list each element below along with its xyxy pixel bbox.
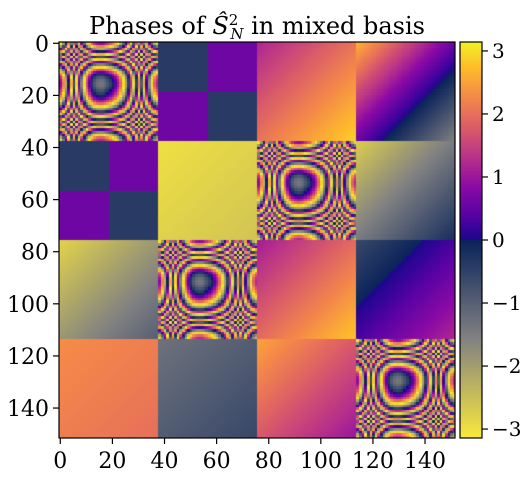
colorbar-tick-label: 0 [492,228,505,252]
heatmap-plot-area [59,42,455,438]
chart-title: Phases of Ŝ2 N in mixed basis [89,11,425,43]
y-tick-label: 80 [21,241,49,266]
colorbar-tick-label: −1 [492,291,521,315]
colorbar-tick-label: 2 [492,102,505,126]
x-tick-label: 20 [98,449,126,474]
x-tick-label: 100 [300,449,342,474]
x-tick-label: 0 [53,449,67,474]
y-tick-label: 0 [35,32,49,57]
colorbar-tick-label: −2 [492,354,521,378]
y-tick-label: 140 [7,397,49,422]
plot-frame [58,41,456,439]
colorbar-tick-label: 3 [492,39,505,63]
colorbar-tick-label: −3 [492,417,521,441]
x-axis-ticks: 0 20 40 60 80 100 120 140 [53,438,446,474]
x-tick-label: 140 [404,449,446,474]
colorbar [460,42,482,438]
y-axis-ticks: 0 20 40 60 80 100 120 140 [7,32,59,422]
x-tick-label: 120 [352,449,394,474]
y-tick-label: 40 [21,137,49,162]
y-tick-label: 60 [21,189,49,214]
y-tick-label: 120 [7,345,49,370]
x-tick-label: 40 [151,449,179,474]
x-tick-label: 80 [255,449,283,474]
y-tick-label: 20 [21,84,49,109]
colorbar-ticks: 3 2 1 0 −1 −2 −3 [482,39,521,441]
x-tick-label: 60 [203,449,231,474]
colorbar-tick-label: 1 [492,165,505,189]
y-tick-label: 100 [7,293,49,318]
